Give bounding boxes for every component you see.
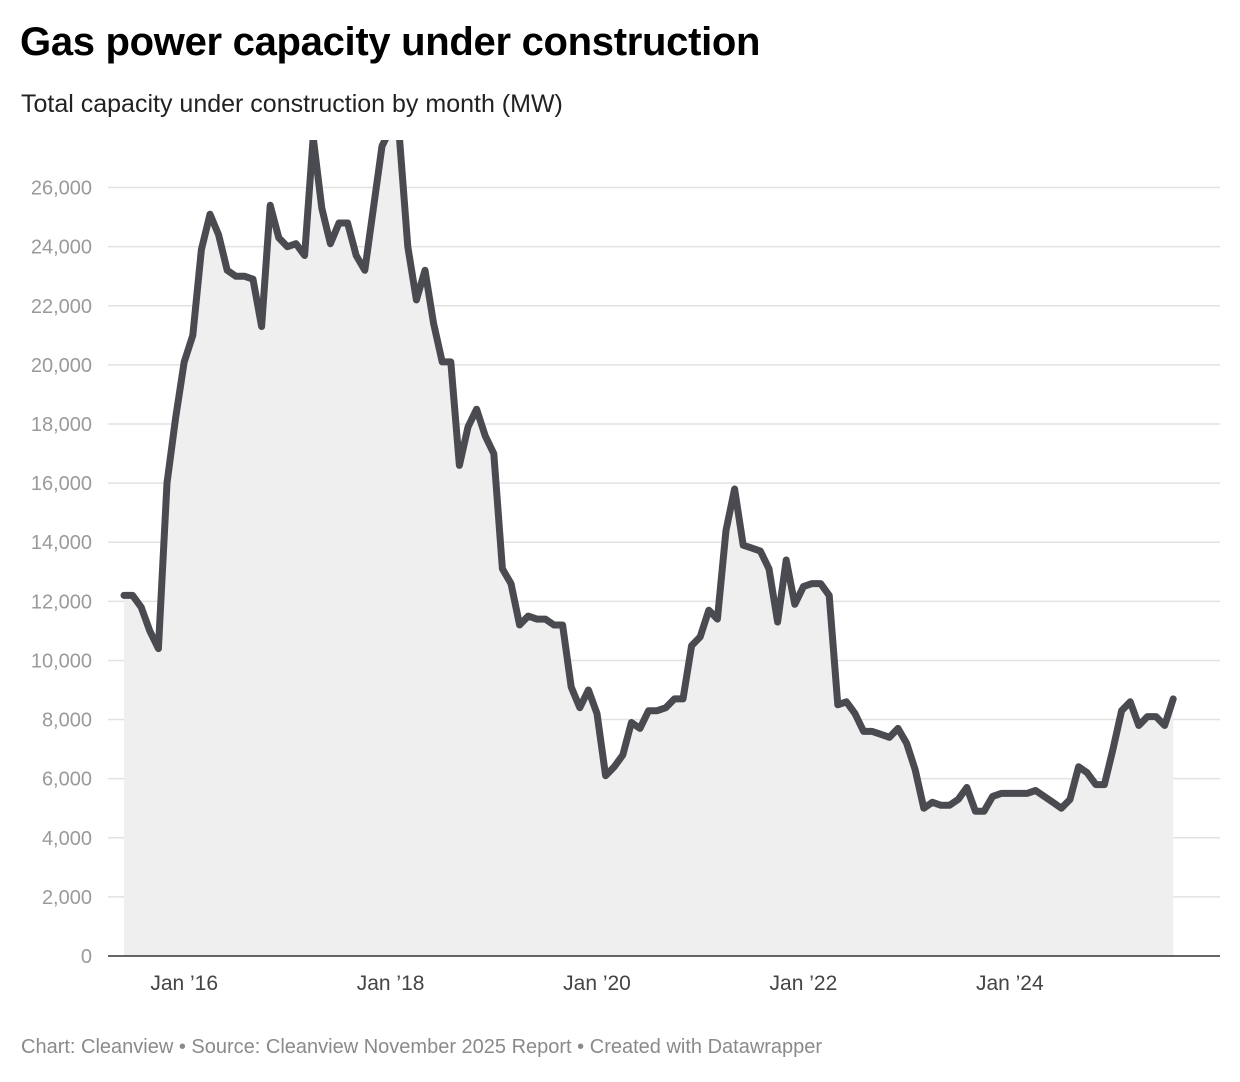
created-with-credit: Created with Datawrapper [589,1036,823,1058]
y-tick-label: 18,000 [31,414,92,436]
capacity-line [120,140,1177,815]
x-tick-label: Jan ’18 [357,972,425,995]
y-tick-label: 6,000 [42,769,92,791]
y-tick-label: 16,000 [31,473,92,495]
x-tick-label: Jan ’16 [150,972,218,995]
y-tick-label: 14,000 [31,532,92,554]
y-tick-label: 22,000 [31,296,92,318]
chart-subtitle: Total capacity under construction by mon… [21,90,563,118]
source-credit: Source: Cleanview November 2025 Report [191,1036,572,1058]
y-tick-label: 0 [81,946,92,968]
y-tick-label: 10,000 [31,650,92,672]
y-tick-label: 12,000 [31,591,92,613]
line-area-chart: 0 2,000 4,000 6,000 8,000 10,000 12,000 14,000 1… [31,140,1220,995]
x-tick-label: Jan ’24 [976,972,1044,995]
footer-separator: • [173,1036,192,1058]
y-axis-labels: 0 2,000 4,000 6,000 8,000 10,000 12,000 14,000 1… [31,178,92,968]
x-axis-labels: Jan ’16 Jan ’18 Jan ’20 Jan ’22 Jan ’24 [150,972,1044,995]
y-tick-label: 20,000 [31,355,92,377]
y-tick-label: 2,000 [42,887,92,909]
footer-credits: Chart: Cleanview • Source: Cleanview Nov… [21,1036,822,1059]
capacity-area [124,140,1174,956]
y-tick-label: 26,000 [31,178,92,200]
y-tick-label: 4,000 [42,828,92,850]
chart-credit: Chart: Cleanview [21,1036,174,1058]
y-tick-label: 24,000 [31,237,92,259]
y-tick-label: 8,000 [42,710,92,732]
x-tick-label: Jan ’22 [770,972,838,995]
footer-separator: • [571,1036,590,1058]
chart-title: Gas power capacity under construction [20,20,761,64]
x-tick-label: Jan ’20 [563,972,631,995]
